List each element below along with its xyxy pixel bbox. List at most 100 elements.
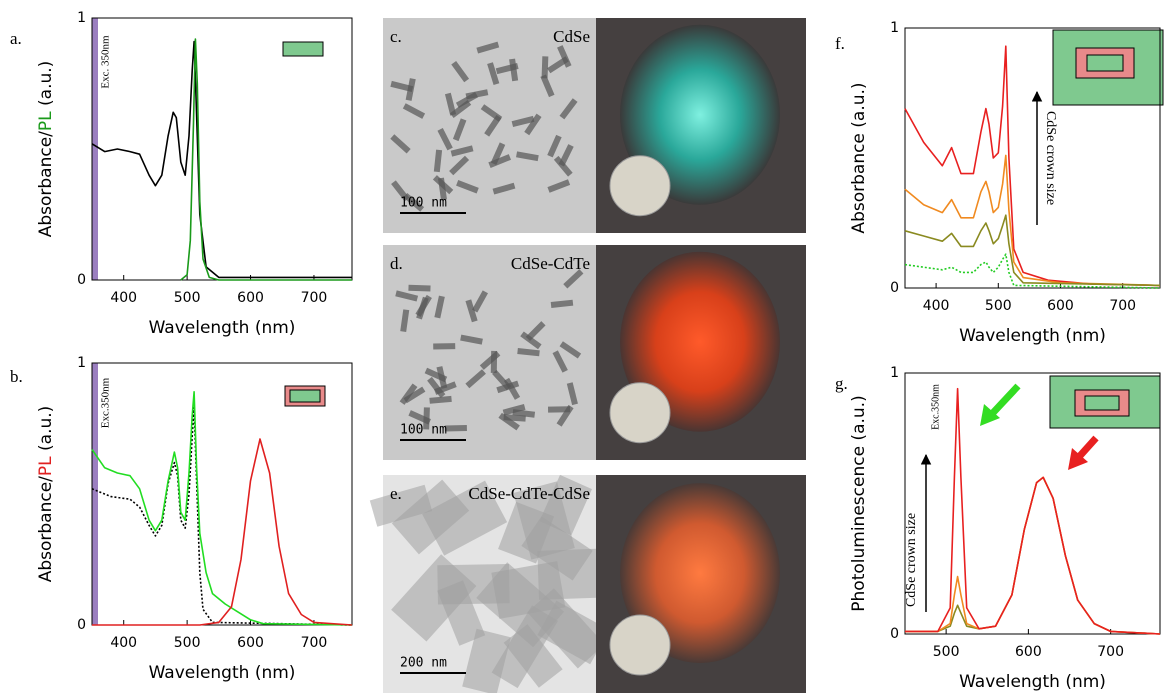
y-tick-label: 0 (77, 617, 86, 633)
annotation: Exc.350nm (100, 377, 112, 428)
nanoplatelet (422, 480, 508, 556)
nanoplatelet (503, 377, 521, 400)
nanoplatelet (541, 56, 549, 79)
nanoplatelet (437, 580, 486, 646)
nanoplatelet (451, 60, 470, 83)
nanoplatelet (553, 155, 573, 177)
nanoplatelet (449, 99, 472, 118)
y-axis-label-part: (a.u.) (36, 61, 56, 112)
x-tick-label: 500 (985, 298, 1012, 314)
nanoplatelet (491, 561, 566, 619)
scale-label: 100 nm (400, 196, 447, 211)
photo-cap (609, 614, 671, 676)
annotation: Exc.350nm (930, 384, 941, 430)
nanoplatelet (433, 343, 456, 350)
nanoplatelet (395, 290, 419, 302)
icon-core (289, 389, 321, 403)
nanoplatelet (427, 376, 446, 398)
nanoplatelet (450, 145, 474, 157)
nanoplatelet (462, 628, 511, 693)
nanoplatelet (408, 284, 431, 292)
panel-label: f. (835, 34, 845, 53)
y-tick-label: 1 (890, 365, 899, 381)
nanoplatelet (444, 425, 467, 432)
x-axis-label: Wavelength (nm) (959, 672, 1106, 692)
y-axis-label: Photoluminescence (a.u.) (849, 395, 869, 611)
nanoplatelet (547, 56, 569, 74)
annotation: CdSe crown size (904, 513, 919, 607)
x-tick-label: 700 (301, 635, 328, 651)
spectrum-line (91, 40, 352, 279)
nanoplatelet (517, 348, 540, 357)
nanoplatelet (449, 155, 470, 176)
nanoplatelet (465, 299, 478, 323)
nanoplatelet (490, 142, 506, 165)
arrow-head (1068, 448, 1088, 470)
panel-label: b. (10, 367, 23, 386)
x-tick-label: 700 (1097, 644, 1124, 660)
nanoplatelet (390, 134, 411, 154)
spectrum-line (905, 387, 1161, 635)
x-tick-label: 500 (174, 635, 201, 651)
nanoplatelet (434, 295, 445, 319)
nanoplatelet (437, 128, 453, 151)
panel-label: a. (10, 29, 22, 48)
y-axis-label: Absorbance/PL (a.u.) (36, 61, 56, 238)
x-axis-label: Wavelength (nm) (149, 663, 296, 683)
x-tick-label: 500 (174, 290, 201, 306)
spectrum-line (92, 438, 353, 626)
nanoplatelet (465, 369, 486, 389)
y-axis-label-part: PL (36, 456, 56, 476)
x-tick-label: 400 (110, 290, 137, 306)
y-axis-label: Absorbance/PL (a.u.) (36, 406, 56, 583)
plot-frame (91, 362, 353, 626)
nanoplatelet (399, 383, 418, 405)
scale-label: 100 nm (400, 423, 447, 438)
nanoplatelet (433, 149, 443, 173)
x-axis-label: Wavelength (nm) (149, 318, 296, 338)
x-tick-label: 500 (933, 644, 960, 660)
sample-name: CdSe (553, 27, 590, 46)
arrow (1075, 435, 1099, 461)
nanoplatelet (436, 366, 448, 389)
x-tick-label: 400 (923, 298, 950, 314)
sample-name: CdSe-CdTe-CdSe (468, 484, 590, 503)
icon-core (282, 41, 324, 57)
photo-glow (620, 251, 780, 432)
nanoplatelet (488, 154, 512, 168)
panel-label: e. (390, 484, 402, 503)
scale-label: 200 nm (400, 656, 447, 671)
nanoplatelet (490, 350, 498, 373)
nanoplatelet (472, 290, 488, 313)
plot-frame (904, 372, 1161, 635)
nanoplatelet (444, 92, 457, 116)
y-tick-label: 0 (890, 626, 899, 642)
icon-core (1086, 54, 1124, 72)
y-tick-label: 0 (890, 280, 899, 296)
plot-frame (904, 27, 1161, 289)
panel-label: c. (390, 27, 402, 46)
nanoplatelet (550, 299, 574, 308)
arrow (987, 383, 1021, 419)
x-tick-label: 700 (1109, 298, 1136, 314)
spectrum-line (904, 214, 1161, 287)
nanoplatelet (502, 404, 526, 416)
nanoplatelet (402, 103, 426, 119)
y-axis-label-part: Absorbance/ (36, 131, 56, 237)
nanoplatelet (525, 321, 546, 341)
nanoplatelet (559, 341, 582, 359)
excitation-band (92, 363, 98, 625)
annotation: Exc. 350nm (100, 35, 112, 89)
nanoplatelet (516, 151, 539, 162)
nanoplatelet (547, 134, 562, 158)
sample-name: CdSe-CdTe (511, 254, 590, 273)
arrow-head (980, 404, 1000, 426)
nanoplatelet (511, 115, 535, 128)
x-tick-label: 600 (1015, 644, 1042, 660)
spectrum-line (91, 406, 353, 626)
nanoplatelet (400, 309, 410, 332)
nanoplatelet (563, 269, 584, 289)
excitation-band (92, 18, 98, 280)
y-axis-label: Absorbance (a.u.) (849, 82, 869, 233)
nanoplatelet (456, 180, 479, 194)
